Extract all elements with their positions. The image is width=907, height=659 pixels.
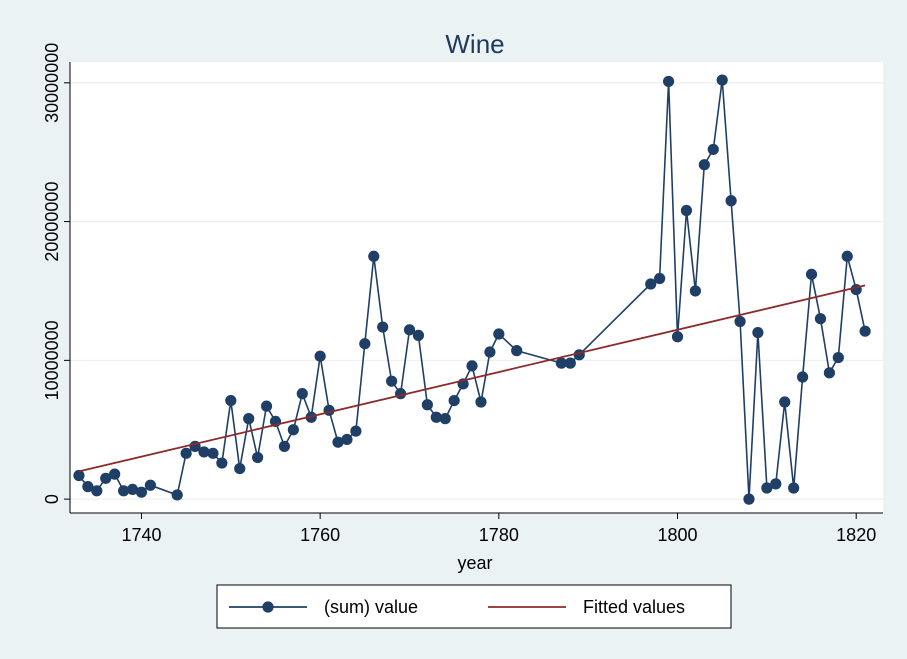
data-point (377, 321, 389, 333)
data-point (171, 489, 183, 501)
data-point (466, 360, 478, 372)
x-tick-label: 1740 (121, 525, 161, 545)
data-point (743, 493, 755, 505)
x-axis-label: year (457, 553, 492, 573)
data-point (368, 250, 380, 262)
data-point (761, 482, 773, 494)
data-point (234, 462, 246, 475)
legend: (sum) value Fitted values (216, 584, 732, 629)
x-tick-label: 1820 (836, 525, 876, 545)
data-point (412, 329, 425, 341)
legend-marker (262, 601, 274, 613)
data-point (555, 357, 567, 369)
data-point (73, 469, 85, 482)
data-point (386, 375, 398, 387)
plot-area (70, 62, 883, 513)
y-tick-label: 20000000 (42, 182, 62, 262)
data-point (359, 338, 371, 350)
y-tick-label: 0 (42, 494, 62, 504)
data-point (198, 446, 210, 458)
data-point (814, 313, 827, 325)
data-point (564, 357, 576, 369)
data-point (91, 485, 103, 497)
data-point (332, 436, 344, 448)
data-point (314, 350, 326, 362)
data-point (403, 324, 416, 336)
data-point (484, 346, 496, 358)
data-point (82, 481, 94, 493)
data-point (841, 250, 853, 262)
data-point (118, 485, 130, 497)
data-point (109, 468, 121, 480)
data-point (243, 413, 255, 425)
data-point (770, 478, 782, 490)
data-point (662, 75, 675, 88)
x-tick-label: 1760 (300, 525, 340, 545)
data-point (796, 371, 809, 383)
data-point (350, 425, 362, 437)
data-point (645, 278, 657, 290)
data-point (287, 424, 299, 436)
data-point (805, 268, 818, 280)
data-point (216, 457, 228, 469)
data-point (859, 325, 871, 337)
data-point (671, 331, 684, 343)
data-point (725, 195, 737, 207)
data-point (323, 404, 335, 416)
data-point (493, 328, 505, 340)
data-point (511, 345, 523, 357)
data-point (207, 447, 219, 459)
data-point (698, 159, 710, 171)
data-point (100, 472, 112, 484)
data-point (135, 486, 148, 498)
data-point (180, 447, 192, 459)
data-point (707, 143, 719, 156)
data-point (832, 351, 844, 364)
data-point (680, 204, 693, 217)
data-point (439, 413, 451, 425)
axes: 0 10000000 20000000 30000000 1740 1760 1780 180… (42, 43, 883, 545)
data-point (144, 479, 157, 491)
data-point (421, 399, 433, 411)
data-point (752, 327, 764, 339)
data-point (734, 315, 746, 328)
legend-label: Fitted values (583, 597, 685, 617)
data-point (654, 272, 666, 285)
data-point (252, 451, 264, 464)
data-point (823, 367, 835, 379)
data-point (341, 433, 353, 446)
data-point (126, 483, 139, 496)
y-tick-label: 30000000 (42, 43, 62, 123)
data-point (260, 400, 273, 412)
data-point (689, 285, 701, 297)
data-point (788, 482, 800, 494)
x-tick-label: 1800 (657, 525, 697, 545)
legend-label: (sum) value (324, 597, 418, 617)
data-point (430, 411, 442, 423)
fitted-values-line (78, 284, 866, 473)
data-point (225, 394, 237, 407)
data-point (278, 440, 291, 452)
chart-title: Wine (445, 29, 504, 59)
series-layer (73, 74, 871, 505)
data-point (779, 396, 791, 408)
x-tick-label: 1780 (479, 525, 519, 545)
data-point (475, 396, 487, 408)
data-point (716, 74, 728, 86)
data-point (448, 394, 460, 407)
y-tick-label: 10000000 (42, 320, 62, 400)
data-point (296, 388, 308, 400)
